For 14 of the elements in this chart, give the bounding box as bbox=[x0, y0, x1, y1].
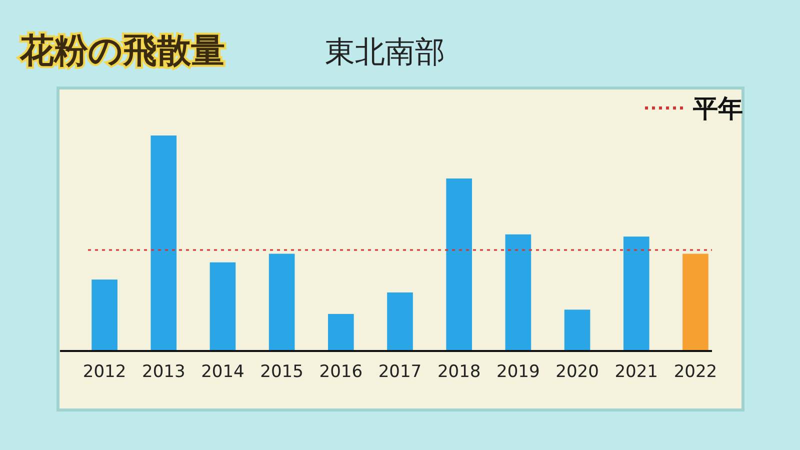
x-tick-label: 2013 bbox=[142, 362, 186, 382]
x-tick-label: 2021 bbox=[614, 362, 658, 382]
x-tick-label: 2022 bbox=[674, 362, 718, 382]
x-tick-label: 2015 bbox=[260, 362, 304, 382]
subtitle: 東北南部 bbox=[325, 35, 445, 70]
x-tick-label: 2020 bbox=[556, 362, 599, 382]
x-tick-label: 2019 bbox=[496, 362, 540, 382]
x-tick-label: 2014 bbox=[201, 362, 244, 382]
legend-label: 平年 bbox=[693, 94, 743, 123]
x-tick-label: 2016 bbox=[319, 362, 363, 382]
x-tick-label: 2017 bbox=[378, 362, 422, 382]
x-tick-label: 2018 bbox=[437, 362, 481, 382]
x-tick-label: 2012 bbox=[82, 362, 126, 382]
title: 花粉の飛散量 bbox=[20, 31, 225, 71]
